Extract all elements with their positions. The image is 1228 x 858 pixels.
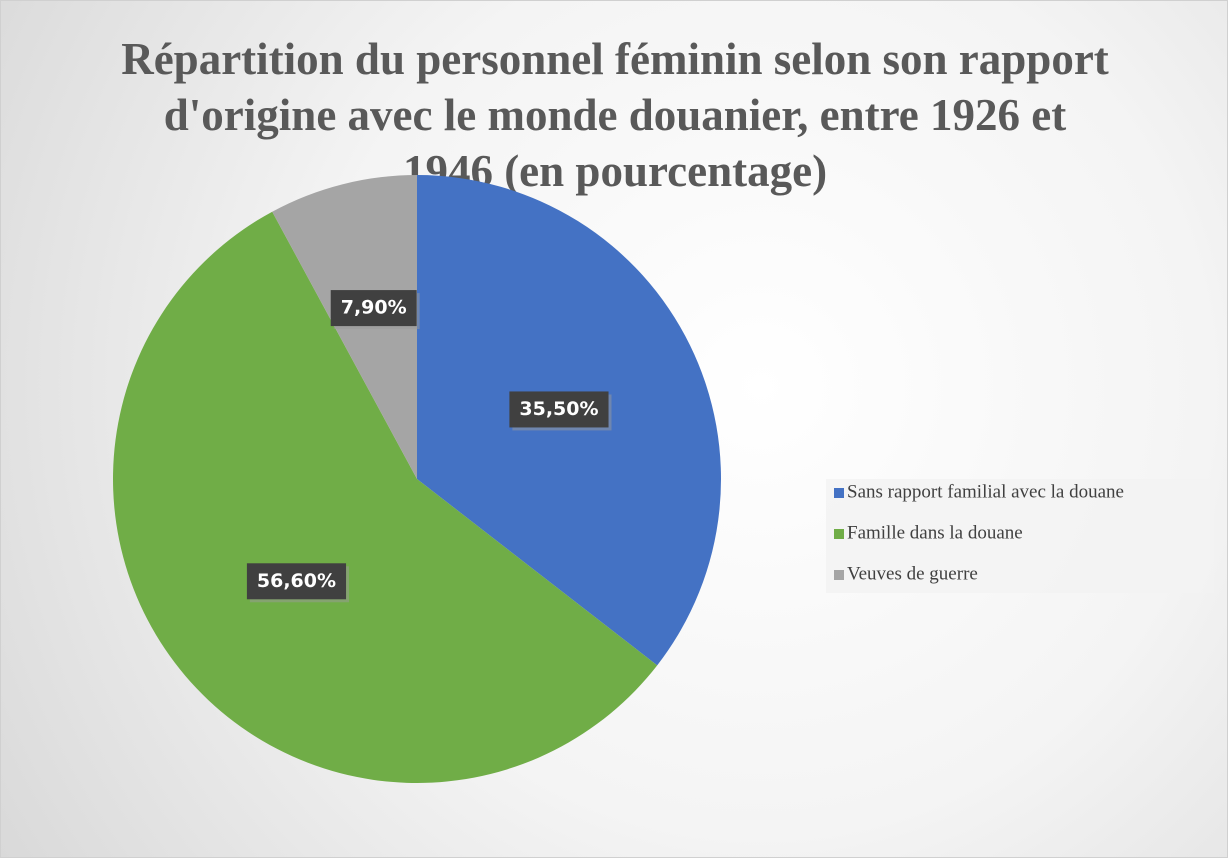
- legend-swatch: [834, 529, 844, 539]
- legend-label: Veuves de guerre: [847, 563, 978, 584]
- legend-swatch: [834, 488, 844, 498]
- data-label: 7,90%: [341, 297, 407, 319]
- legend-box: [826, 479, 1214, 593]
- pie-slice: [113, 211, 658, 783]
- chart-title: Répartition du personnel féminin selon s…: [121, 34, 1109, 196]
- legend-swatch: [834, 570, 844, 580]
- data-label-box: [246, 563, 347, 600]
- data-label: 56,60%: [257, 570, 336, 592]
- legend-label: Sans rapport familial avec la douane: [847, 481, 1124, 502]
- data-label-box: [509, 391, 609, 428]
- data-label-box: [330, 290, 417, 327]
- data-label: 35,50%: [519, 398, 598, 420]
- legend-label: Famille dans la douane: [847, 522, 1023, 543]
